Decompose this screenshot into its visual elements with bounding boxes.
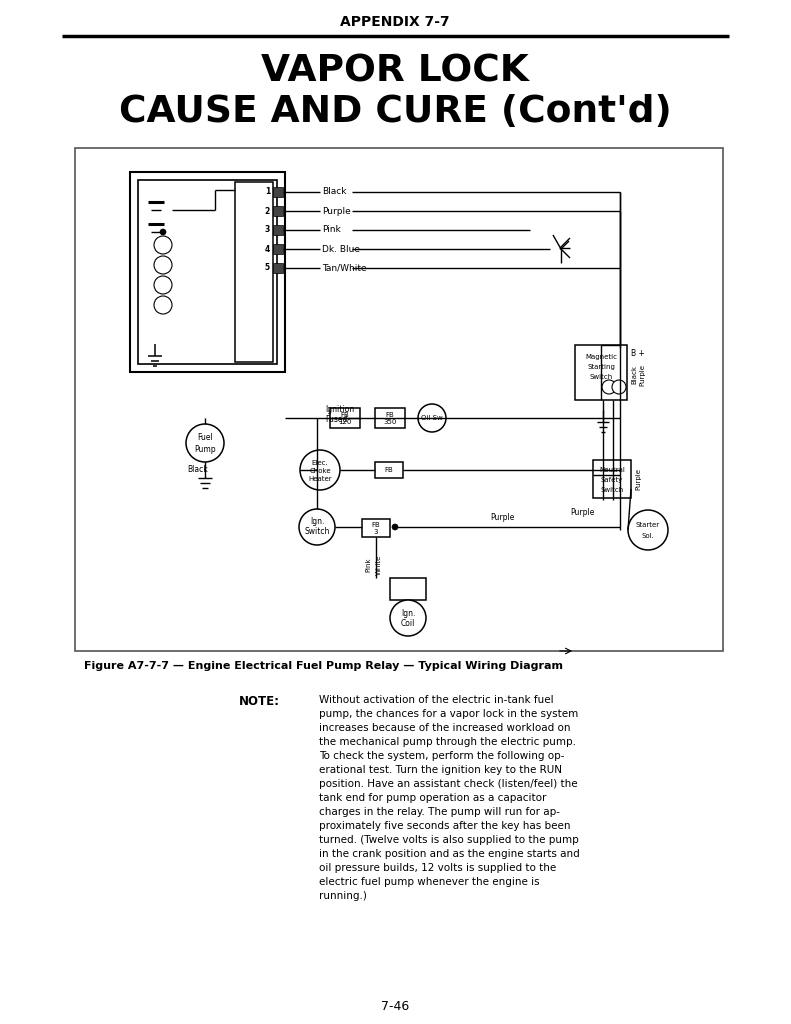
Circle shape: [612, 380, 626, 394]
Text: Dk. Blue: Dk. Blue: [322, 245, 360, 254]
Text: FB: FB: [384, 467, 393, 473]
Bar: [330, 408, 360, 428]
Text: Tan/White: Tan/White: [322, 263, 366, 272]
Text: Switch: Switch: [589, 374, 612, 380]
Text: Starting: Starting: [587, 364, 615, 370]
Text: Purple: Purple: [322, 207, 350, 215]
Circle shape: [392, 524, 398, 530]
Bar: [235, 182, 273, 362]
Circle shape: [299, 509, 335, 545]
Text: Fused: Fused: [325, 416, 347, 425]
Text: Switch: Switch: [305, 527, 330, 537]
Circle shape: [154, 236, 172, 254]
Bar: [130, 172, 285, 372]
Bar: [575, 345, 627, 400]
Text: Pink: Pink: [322, 225, 341, 234]
Text: 5: 5: [265, 263, 270, 272]
Text: Safety: Safety: [601, 477, 623, 483]
Text: 7-46: 7-46: [381, 1000, 409, 1014]
Circle shape: [154, 256, 172, 274]
Bar: [75, 148, 723, 651]
Text: White: White: [376, 555, 382, 575]
Text: Oil Sw: Oil Sw: [421, 415, 443, 421]
Text: Starter: Starter: [636, 522, 660, 528]
Text: Switch: Switch: [600, 487, 623, 493]
Text: position. Have an assistant check (listen/feel) the: position. Have an assistant check (liste…: [319, 779, 577, 790]
Circle shape: [602, 380, 616, 394]
Circle shape: [628, 510, 668, 550]
Text: Fuel: Fuel: [197, 433, 213, 442]
Text: FB: FB: [341, 412, 350, 418]
Text: Purple: Purple: [639, 364, 645, 386]
Circle shape: [160, 229, 166, 234]
Text: Purple: Purple: [490, 513, 514, 522]
Circle shape: [186, 424, 224, 462]
Text: Pink: Pink: [365, 558, 371, 572]
Text: Elec.: Elec.: [312, 460, 328, 466]
Text: Heater: Heater: [308, 476, 331, 482]
Text: 3: 3: [374, 529, 378, 535]
Text: B +: B +: [631, 348, 645, 357]
Text: CAUSE AND CURE (Cont'd): CAUSE AND CURE (Cont'd): [119, 94, 672, 130]
Text: oil pressure builds, 12 volts is supplied to the: oil pressure builds, 12 volts is supplie…: [319, 863, 556, 873]
Text: 2: 2: [265, 207, 270, 215]
Text: Magnetic: Magnetic: [585, 354, 617, 360]
Text: Black: Black: [187, 465, 208, 473]
Text: Choke: Choke: [309, 468, 331, 474]
Text: turned. (Twelve volts is also supplied to the pump: turned. (Twelve volts is also supplied t…: [319, 835, 579, 845]
Text: erational test. Turn the ignition key to the RUN: erational test. Turn the ignition key to…: [319, 765, 562, 775]
Bar: [273, 244, 283, 254]
Text: running.): running.): [319, 891, 367, 901]
Bar: [138, 180, 277, 364]
Text: Purple: Purple: [635, 468, 641, 490]
Text: Black: Black: [322, 187, 346, 197]
Bar: [273, 263, 283, 273]
Text: increases because of the increased workload on: increases because of the increased workl…: [319, 723, 570, 733]
Text: Neutral: Neutral: [599, 467, 625, 473]
Bar: [375, 408, 405, 428]
Text: Purple: Purple: [570, 508, 594, 517]
Text: Black: Black: [631, 366, 637, 384]
Text: Ign.: Ign.: [310, 517, 324, 526]
Text: VAPOR LOCK: VAPOR LOCK: [261, 54, 529, 90]
Text: FB: FB: [386, 412, 395, 418]
Text: electric fuel pump whenever the engine is: electric fuel pump whenever the engine i…: [319, 877, 539, 887]
Circle shape: [300, 450, 340, 490]
Bar: [375, 462, 403, 478]
Circle shape: [418, 404, 446, 432]
Text: Without activation of the electric in-tank fuel: Without activation of the electric in-ta…: [319, 695, 554, 705]
Text: tank end for pump operation as a capacitor: tank end for pump operation as a capacit…: [319, 793, 547, 803]
Text: Ignition: Ignition: [325, 406, 354, 415]
Text: To check the system, perform the following op-: To check the system, perform the followi…: [319, 751, 565, 761]
Text: pump, the chances for a vapor lock in the system: pump, the chances for a vapor lock in th…: [319, 709, 578, 719]
Circle shape: [154, 276, 172, 294]
Bar: [390, 578, 426, 600]
Bar: [593, 460, 631, 498]
Text: 120: 120: [339, 419, 352, 425]
Text: NOTE:: NOTE:: [239, 695, 280, 708]
Text: charges in the relay. The pump will run for ap-: charges in the relay. The pump will run …: [319, 807, 560, 817]
Text: in the crank position and as the engine starts and: in the crank position and as the engine …: [319, 849, 580, 859]
Text: Pump: Pump: [194, 444, 216, 454]
Text: proximately five seconds after the key has been: proximately five seconds after the key h…: [319, 821, 570, 831]
Bar: [273, 187, 283, 197]
Circle shape: [154, 296, 172, 314]
Bar: [273, 206, 283, 216]
Bar: [362, 519, 390, 537]
Circle shape: [390, 600, 426, 636]
Bar: [273, 225, 283, 234]
Text: the mechanical pump through the electric pump.: the mechanical pump through the electric…: [319, 737, 576, 746]
Text: 1: 1: [265, 187, 270, 197]
Text: Coil: Coil: [401, 618, 415, 628]
Text: FB: FB: [372, 522, 380, 528]
Text: 3: 3: [265, 225, 270, 234]
Text: Sol.: Sol.: [642, 534, 654, 539]
Text: 350: 350: [384, 419, 397, 425]
Text: Figure A7-7-7 — Engine Electrical Fuel Pump Relay — Typical Wiring Diagram: Figure A7-7-7 — Engine Electrical Fuel P…: [84, 662, 563, 671]
Text: 4: 4: [265, 245, 270, 254]
Text: APPENDIX 7-7: APPENDIX 7-7: [340, 15, 450, 29]
Text: Ign.: Ign.: [401, 608, 415, 617]
